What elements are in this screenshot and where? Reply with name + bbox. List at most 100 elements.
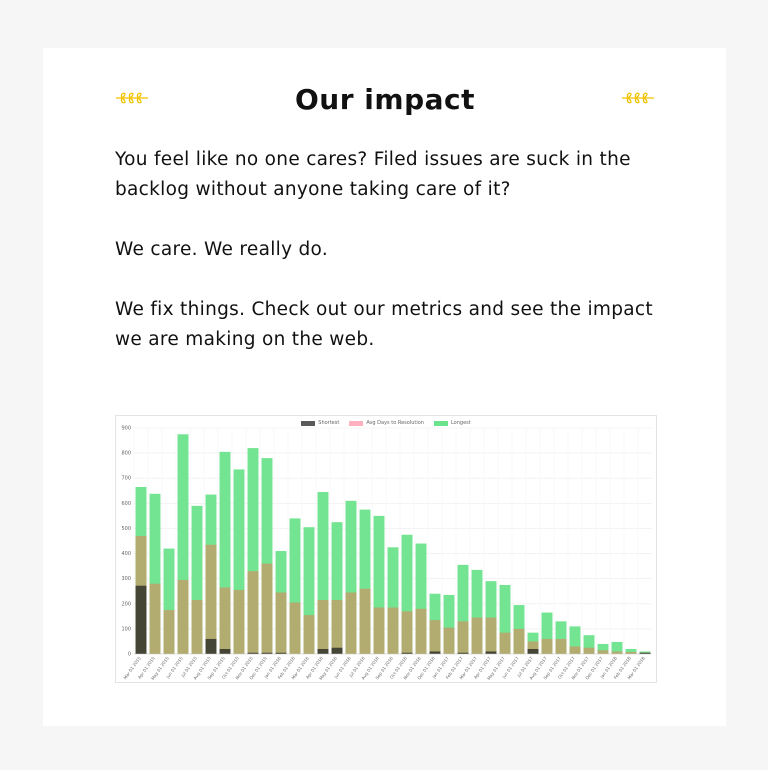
bar-longest <box>387 547 399 654</box>
bar-longest <box>303 527 315 654</box>
bar-longest <box>541 612 553 654</box>
legend-item-longest: Longest <box>433 418 471 428</box>
bar-longest <box>177 434 189 654</box>
bar-avg-days-to-resolution <box>555 638 567 654</box>
bar-longest <box>219 451 231 654</box>
bar-avg-days-to-resolution <box>443 627 455 654</box>
bar-longest <box>233 469 245 654</box>
bar-avg-days-to-resolution <box>289 602 301 654</box>
bar-shortest <box>457 652 469 654</box>
bar-shortest <box>639 652 651 654</box>
bar-avg-days-to-resolution <box>541 638 553 654</box>
laurel-icon <box>116 92 148 104</box>
bar-avg-days-to-resolution <box>149 583 161 654</box>
bar-avg-days-to-resolution <box>247 571 259 654</box>
bar-shortest <box>527 648 539 654</box>
bar-longest <box>149 493 161 654</box>
bar-avg-days-to-resolution <box>583 647 595 654</box>
intro-paragraph: You feel like no one cares? Filed issues… <box>115 149 631 200</box>
bar-avg-days-to-resolution <box>429 620 441 654</box>
y-tick-label: 900 <box>121 426 131 432</box>
bar-avg-days-to-resolution <box>177 579 189 654</box>
laurel-icon <box>622 92 654 104</box>
bar-longest <box>625 648 637 654</box>
metrics-chart: Shortest Avg Days to Resolution Longest … <box>115 415 657 683</box>
bar-longest <box>485 581 497 654</box>
bar-longest <box>443 594 455 654</box>
bar-shortest <box>275 652 287 654</box>
bar-avg-days-to-resolution <box>317 600 329 654</box>
bar-shortest <box>317 648 329 654</box>
metrics-paragraph: We fix things. Check out our metrics and… <box>115 299 653 350</box>
bar-longest <box>289 518 301 654</box>
bar-avg-days-to-resolution <box>205 544 217 654</box>
y-tick-label: 100 <box>121 626 131 632</box>
bar-avg-days-to-resolution <box>163 610 175 654</box>
bar-longest <box>555 621 567 654</box>
bar-avg-days-to-resolution <box>513 628 525 654</box>
bar-avg-days-to-resolution <box>233 589 245 654</box>
bar-longest <box>247 448 259 654</box>
bar-shortest <box>401 652 413 654</box>
bar-longest <box>345 500 357 654</box>
bar-longest <box>499 584 511 654</box>
bar-longest <box>261 458 273 654</box>
impact-card: Our impact You feel like no one cares? F… <box>43 48 726 726</box>
bar-avg-days-to-resolution <box>527 641 539 654</box>
y-tick-label: 700 <box>121 476 131 482</box>
bar-avg-days-to-resolution <box>303 615 315 654</box>
legend-item-shortest: Shortest <box>301 418 339 428</box>
y-tick-label: 0 <box>128 652 131 658</box>
y-tick-label: 800 <box>121 451 131 457</box>
bar-longest <box>317 492 329 654</box>
bar-longest <box>359 509 371 654</box>
bar-longest <box>331 522 343 654</box>
bar-avg-days-to-resolution <box>485 617 497 654</box>
bar-avg-days-to-resolution <box>471 617 483 654</box>
bar-avg-days-to-resolution <box>275 592 287 654</box>
bar-shortest <box>205 638 217 654</box>
bar-shortest <box>485 651 497 654</box>
bar-shortest <box>261 652 273 654</box>
chart-legend: Shortest Avg Days to Resolution Longest <box>116 418 656 428</box>
bar-longest <box>373 515 385 654</box>
bar-avg-days-to-resolution <box>611 651 623 654</box>
care-paragraph: We care. We really do. <box>115 239 329 260</box>
bar-avg-days-to-resolution <box>345 592 357 654</box>
bar-avg-days-to-resolution <box>625 651 637 654</box>
y-tick-label: 600 <box>121 501 131 507</box>
bar-shortest <box>331 647 343 654</box>
bar-avg-days-to-resolution <box>387 607 399 654</box>
bar-longest <box>415 543 427 654</box>
bar-avg-days-to-resolution <box>569 646 581 654</box>
legend-label: Shortest <box>318 420 340 426</box>
bar-avg-days-to-resolution <box>191 600 203 654</box>
bar-longest <box>401 534 413 654</box>
bar-avg-days-to-resolution <box>219 587 231 654</box>
bar-avg-days-to-resolution <box>457 621 469 654</box>
bar-shortest <box>219 648 231 654</box>
bar-longest <box>163 548 175 654</box>
bar-shortest <box>135 585 147 654</box>
section-title: Our impact <box>295 83 475 116</box>
bar-longest <box>471 569 483 654</box>
intro-copy: You feel like no one cares? Filed issues… <box>115 145 660 385</box>
bar-avg-days-to-resolution <box>359 588 371 654</box>
y-tick-label: 300 <box>121 576 131 582</box>
bar-avg-days-to-resolution <box>331 600 343 654</box>
bar-avg-days-to-resolution <box>373 607 385 654</box>
bar-longest <box>457 564 469 654</box>
y-tick-label: 400 <box>121 551 131 557</box>
bar-avg-days-to-resolution <box>597 650 609 654</box>
bar-longest <box>569 626 581 654</box>
y-tick-label: 500 <box>121 526 131 532</box>
bar-longest <box>191 505 203 654</box>
legend-item-avg: Avg Days to Resolution <box>349 418 424 428</box>
bar-avg-days-to-resolution <box>415 608 427 654</box>
bar-longest <box>597 643 609 654</box>
bar-shortest <box>429 651 441 654</box>
bar-shortest <box>247 652 259 654</box>
y-tick-label: 200 <box>121 601 131 607</box>
legend-label: Avg Days to Resolution <box>366 420 424 426</box>
